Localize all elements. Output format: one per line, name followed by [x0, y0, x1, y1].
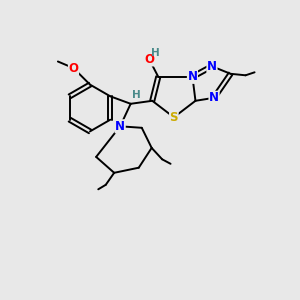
Text: H: H: [152, 48, 160, 59]
Text: N: N: [207, 60, 217, 73]
Text: N: N: [188, 70, 197, 83]
Text: O: O: [144, 53, 154, 66]
Text: H: H: [132, 90, 140, 100]
Text: S: S: [169, 111, 178, 124]
Text: N: N: [209, 91, 219, 104]
Text: O: O: [68, 61, 79, 75]
Text: N: N: [115, 120, 125, 133]
